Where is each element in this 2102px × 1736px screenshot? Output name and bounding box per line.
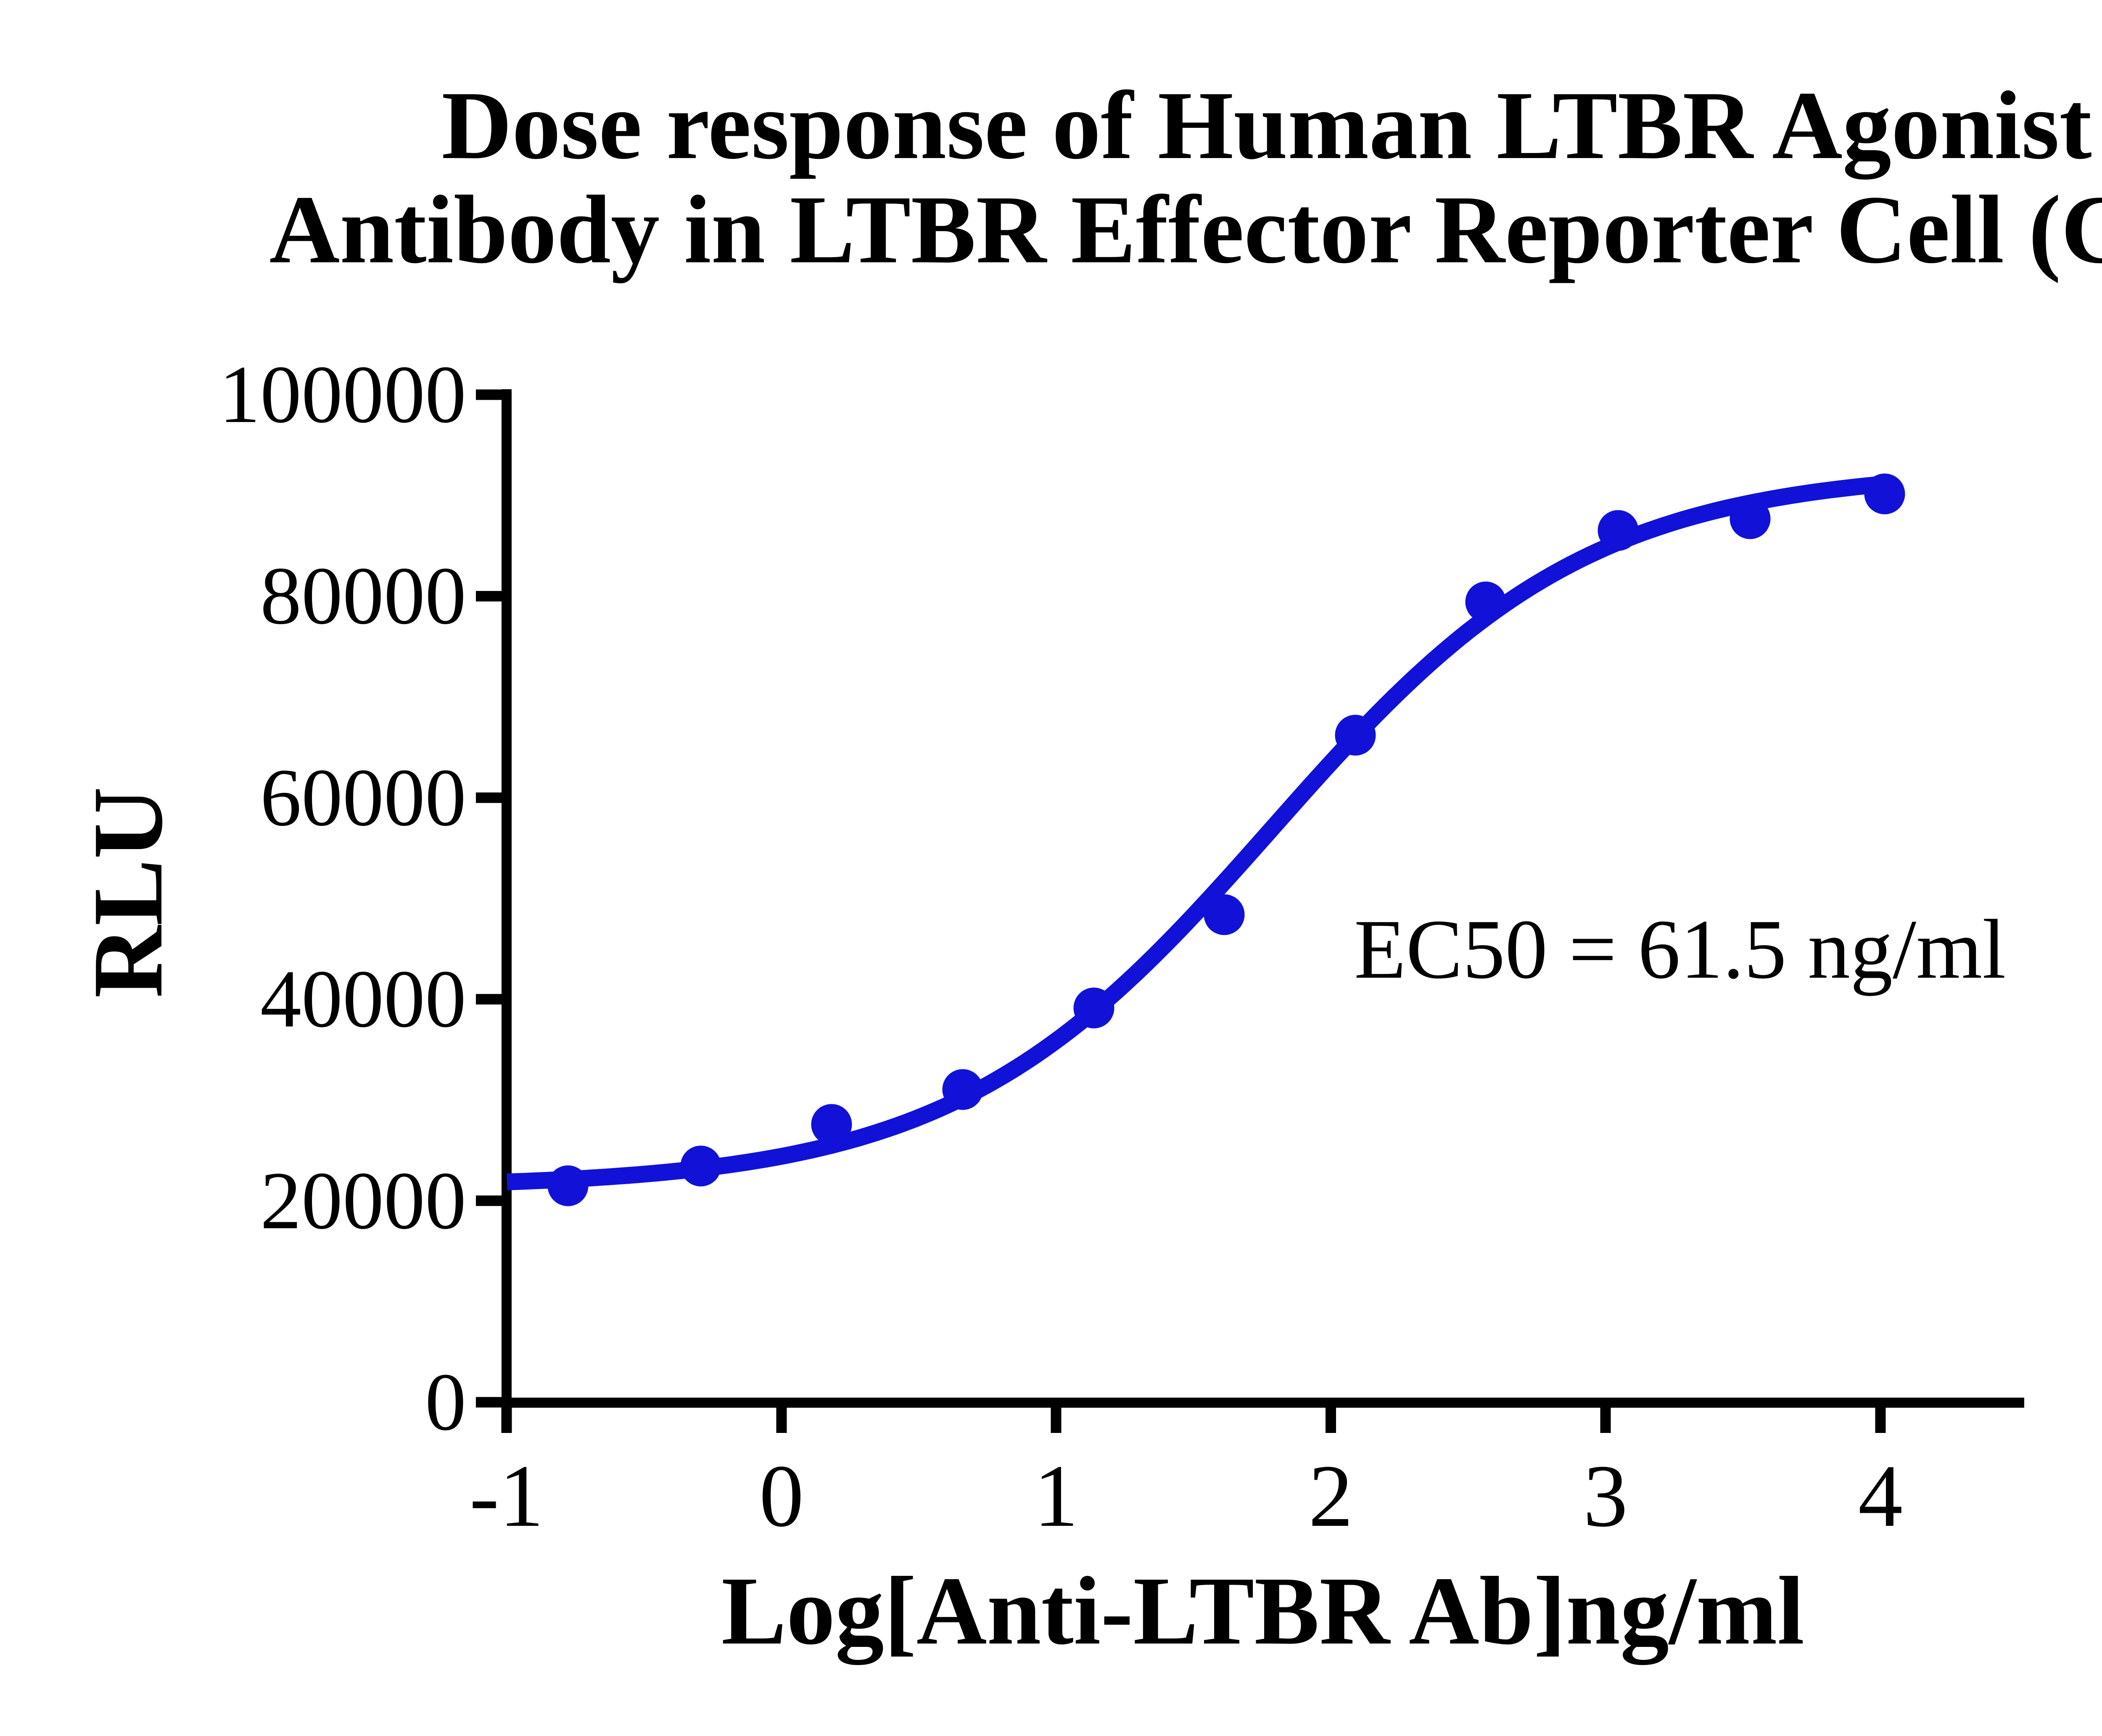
svg-text:Antibody in LTBR Effector Repo: Antibody in LTBR Effector Reporter Cell … <box>269 176 2102 284</box>
svg-text:0: 0 <box>759 1446 804 1545</box>
svg-text:EC50 = 61.5 ng/ml: EC50 = 61.5 ng/ml <box>1354 902 2006 996</box>
svg-text:40000: 40000 <box>260 953 466 1045</box>
svg-text:3: 3 <box>1583 1446 1628 1545</box>
svg-text:2: 2 <box>1309 1446 1353 1545</box>
svg-text:1: 1 <box>1034 1446 1078 1545</box>
svg-text:4: 4 <box>1858 1446 1903 1545</box>
svg-text:Log[Anti-LTBR Ab]ng/ml: Log[Anti-LTBR Ab]ng/ml <box>721 1557 1804 1665</box>
svg-text:Dose response of Human LTBR Ag: Dose response of Human LTBR Agonist <box>441 71 2091 179</box>
svg-text:RLU: RLU <box>73 787 183 998</box>
svg-text:20000: 20000 <box>260 1155 466 1246</box>
svg-text:80000: 80000 <box>260 550 466 641</box>
svg-text:-1: -1 <box>470 1446 544 1545</box>
svg-text:0: 0 <box>425 1356 466 1448</box>
svg-text:100000: 100000 <box>219 349 466 440</box>
svg-text:60000: 60000 <box>260 752 466 843</box>
